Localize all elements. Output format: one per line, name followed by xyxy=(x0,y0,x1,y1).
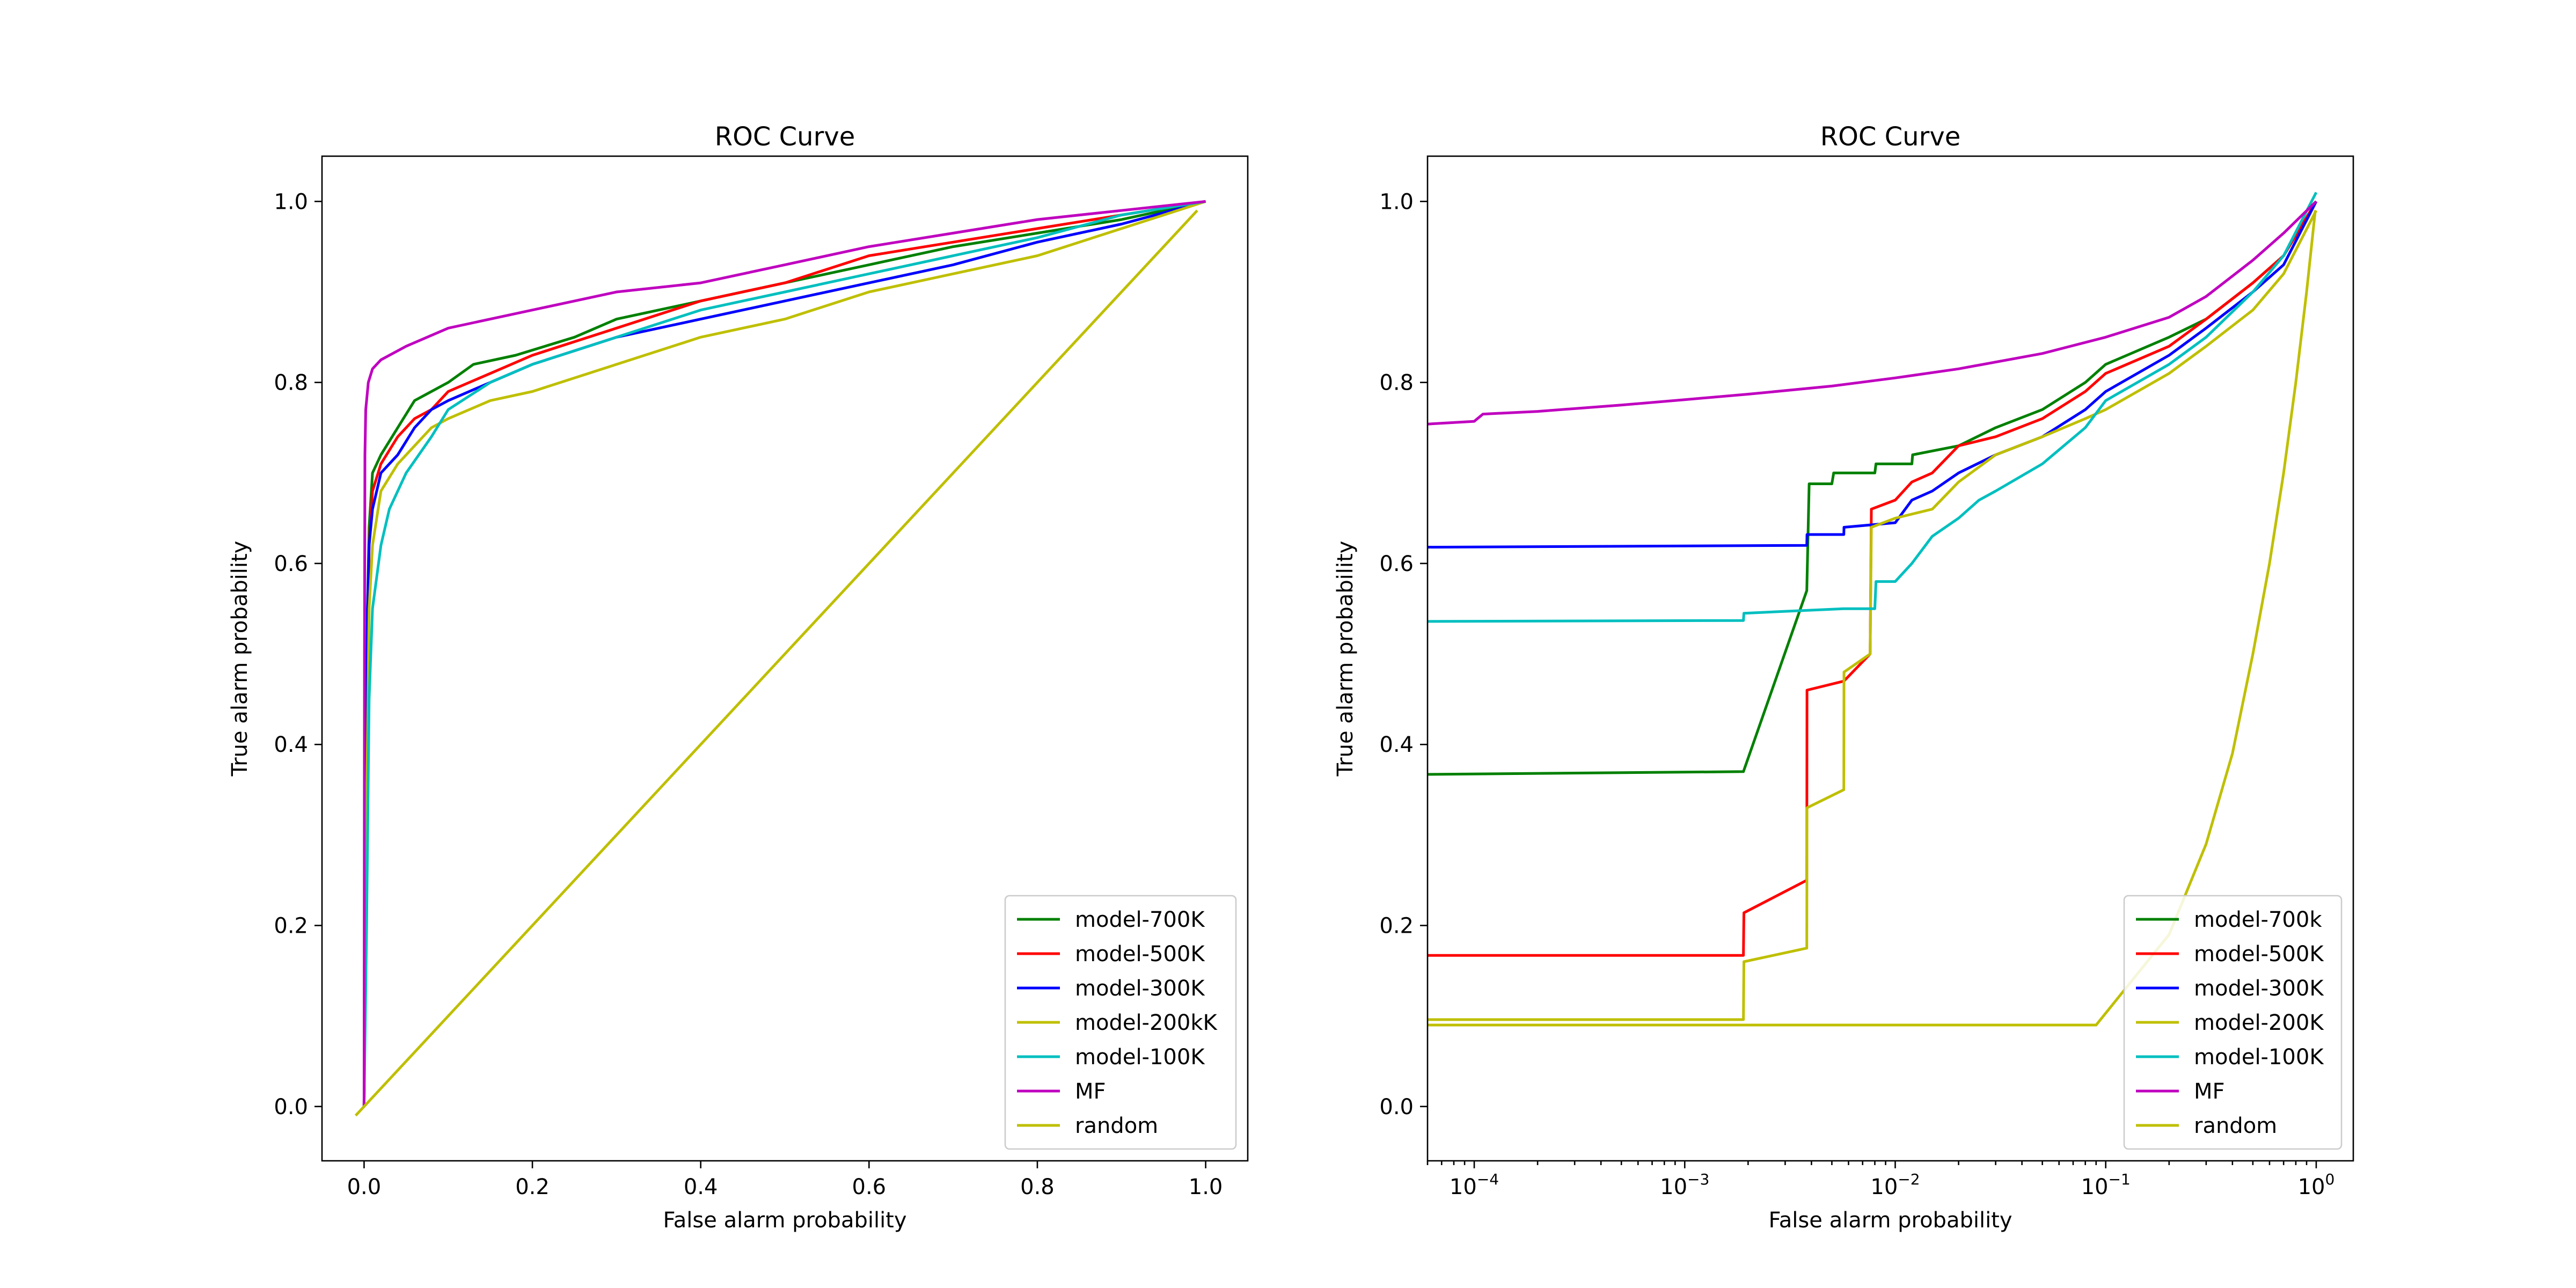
y-tick-label: 0.4 xyxy=(1379,733,1414,757)
legend: model-700k model-500K model-300K model-200K… xyxy=(2123,895,2343,1150)
series-line-model-100k xyxy=(1428,192,2318,623)
series-line-mf xyxy=(1428,200,2317,426)
x-tick-label: 10−1 xyxy=(2081,1170,2131,1199)
y-axis-label: True alarm probability xyxy=(228,541,252,777)
chart-title: ROC Curve xyxy=(1820,122,1961,152)
series-line-model-200k xyxy=(1428,210,2318,1021)
y-axis-label: True alarm probability xyxy=(1333,541,1358,777)
x-tick-label: 10−3 xyxy=(1660,1170,1709,1199)
series-line-mf xyxy=(362,200,1206,1107)
legend: model-700K model-500K model-300K model-200k… xyxy=(1004,895,1237,1150)
y-tick-label: 0.8 xyxy=(1379,371,1414,396)
series-group xyxy=(354,200,1206,1117)
series-line-random xyxy=(354,209,1198,1117)
x-axis-label: False alarm probability xyxy=(663,1208,906,1233)
y-tick-label: 0.0 xyxy=(274,1095,308,1119)
x-tick-label: 0.8 xyxy=(1020,1175,1055,1199)
legend-label: model-300K xyxy=(1075,976,1205,1001)
legend-label: model-700K xyxy=(1075,908,1205,932)
plot-2: 0.0 0.2 0.4 0.6 0.8 1.0 10−4 10−3 10−2 10−1 100 ROC… xyxy=(1333,122,2354,1233)
y-tick-label: 0.2 xyxy=(274,914,308,939)
legend-label: model-200K xyxy=(2194,1011,2324,1035)
legend-label: model-500K xyxy=(1075,942,1205,967)
x-tick-label: 10−2 xyxy=(1870,1170,1920,1199)
y-tick-label: 0.8 xyxy=(274,371,308,396)
legend-label: model-100K xyxy=(1075,1045,1205,1070)
axes-frame xyxy=(321,155,1249,1162)
legend-label: model-200kK xyxy=(1075,1011,1218,1035)
legend-label: model-100K xyxy=(2194,1045,2324,1070)
y-tick-label: 0.6 xyxy=(1379,552,1414,576)
x-tick-label: 1.0 xyxy=(1189,1175,1223,1199)
series-line-model-300k xyxy=(1428,201,2318,549)
legend-label: random xyxy=(1075,1114,1158,1138)
x-tick-label: 0.4 xyxy=(684,1175,718,1199)
x-tick-label: 100 xyxy=(2298,1170,2335,1199)
legend-label: random xyxy=(2194,1114,2277,1138)
legend-frame xyxy=(2123,895,2343,1150)
series-line-model-700k xyxy=(1428,201,2318,776)
x-tick-label: 10−4 xyxy=(1450,1170,1499,1199)
series-line-model-300k xyxy=(362,200,1206,1107)
legend-frame xyxy=(1004,895,1237,1150)
legend-label: model-700k xyxy=(2194,908,2322,932)
plot-1: 0.0 0.2 0.4 0.6 0.8 1.0 0.0 0.2 0.4 0.6 0.8 1.0 ROC … xyxy=(228,122,1249,1233)
legend-label: MF xyxy=(2194,1079,2225,1104)
x-tick-label: 0.2 xyxy=(515,1175,550,1199)
legend-label: MF xyxy=(1075,1079,1106,1104)
y-tick-label: 0.2 xyxy=(1379,914,1414,939)
series-line-model-100k xyxy=(362,200,1206,1107)
legend-label: model-300K xyxy=(2194,976,2324,1001)
axes-frame xyxy=(1426,155,2354,1162)
y-tick-label: 1.0 xyxy=(1379,189,1414,214)
y-tick-label: 0.0 xyxy=(1379,1095,1414,1119)
y-tick-label: 0.4 xyxy=(274,733,308,757)
x-tick-label: 0.6 xyxy=(852,1175,887,1199)
chart-title: ROC Curve xyxy=(715,122,855,152)
y-tick-label: 1.0 xyxy=(274,189,308,214)
series-line-model-200kk xyxy=(362,200,1206,1107)
x-tick-label: 0.0 xyxy=(347,1175,382,1199)
x-axis-label: False alarm probability xyxy=(1768,1208,2012,1233)
legend-label: model-500K xyxy=(2194,942,2324,967)
y-tick-label: 0.6 xyxy=(274,552,308,576)
